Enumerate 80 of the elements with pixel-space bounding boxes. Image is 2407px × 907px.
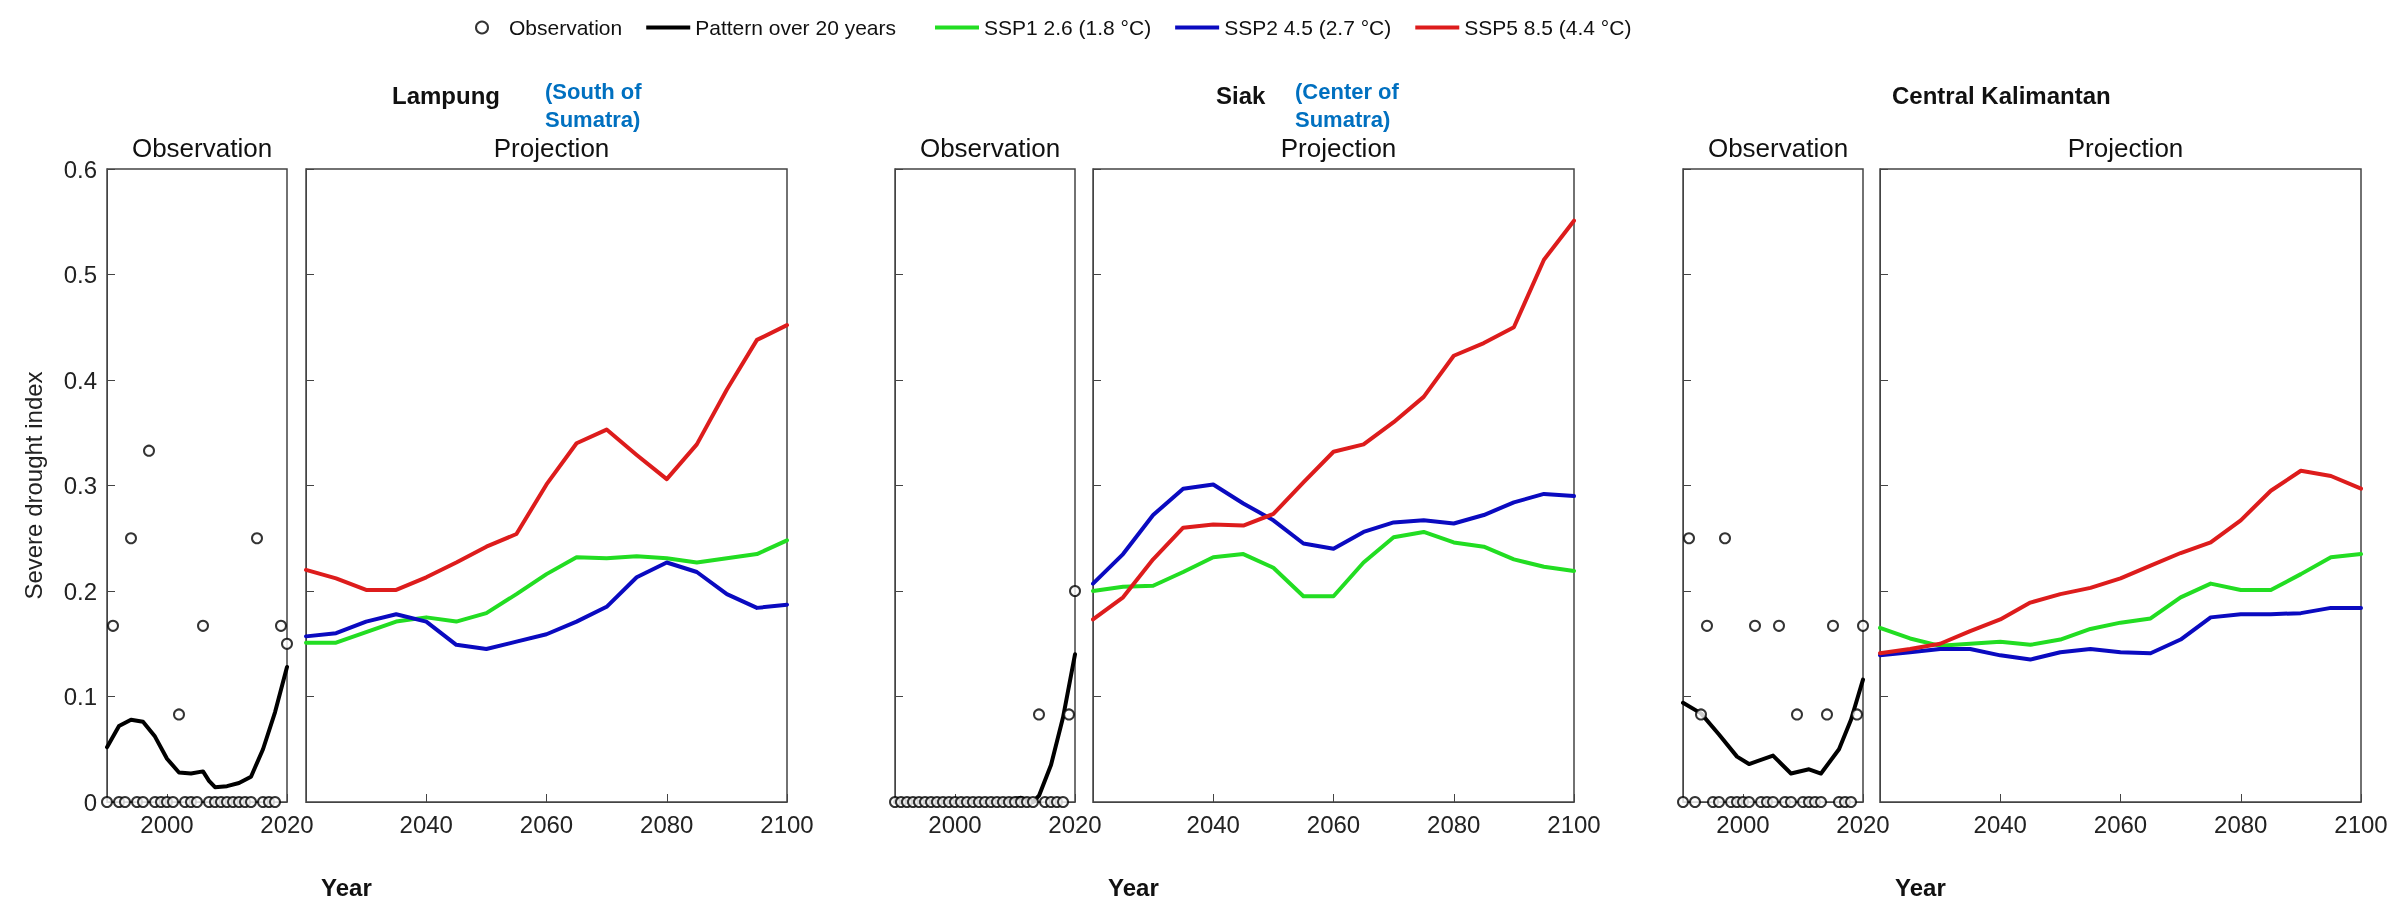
x-tick-label: 2080 (640, 810, 694, 838)
y-tick-label: 0.4 (63, 366, 97, 394)
point (1743, 796, 1755, 808)
chart-title: Observation (1707, 133, 1849, 163)
x-tick-label: 2060 (2093, 810, 2148, 838)
y-tick-label: 0.3 (63, 472, 97, 499)
point (1695, 708, 1707, 721)
point (269, 796, 281, 808)
point (1719, 532, 1731, 545)
y-tick-label: 0 (83, 788, 97, 816)
point (1785, 796, 1797, 808)
point (275, 619, 287, 632)
point (1689, 796, 1701, 808)
x-tick-label: 2000 (140, 810, 194, 838)
chart-title: Observation (131, 133, 273, 163)
y-axis-title: Severe drought index (19, 371, 47, 600)
point (1851, 708, 1863, 721)
point (281, 637, 293, 650)
point (1791, 708, 1803, 721)
point (1713, 796, 1725, 808)
x-tick-label: 2060 (519, 810, 574, 838)
legend-label: SSP1 2.6 (1.8 °C) (984, 16, 1152, 39)
chart-subtitle: (South of Sumatra) (545, 78, 648, 132)
point (1815, 796, 1827, 808)
point (101, 796, 113, 808)
point (1767, 796, 1779, 808)
x-tick-label: 2020 (260, 810, 314, 838)
point (1821, 708, 1833, 721)
y-tick-label: 0.1 (63, 683, 97, 710)
x-tick-label: 2060 (1306, 810, 1361, 838)
point (191, 796, 203, 808)
point (1701, 619, 1713, 632)
point (197, 619, 209, 632)
text: Projection (2067, 133, 2184, 163)
point (119, 796, 131, 808)
point (245, 796, 257, 808)
chart-title: Observation (919, 133, 1061, 163)
legend-label: SSP5 8.5 (4.4 °C) (1464, 16, 1632, 39)
point (1749, 619, 1761, 632)
point (167, 796, 179, 808)
legend-label: Pattern over 20 years (695, 16, 896, 39)
x-tick-label: 2000 (928, 810, 982, 838)
y-tick-label: 0.5 (63, 261, 97, 288)
x-tick-label: 2000 (1716, 810, 1770, 838)
point (251, 532, 263, 545)
text: Projection (1280, 133, 1397, 163)
point (1683, 532, 1695, 545)
x-tick-label: 2040 (399, 810, 453, 838)
point (1677, 796, 1689, 808)
x-axis-title: Year (1108, 873, 1159, 901)
x-axis-title: Year (1895, 873, 1946, 901)
x-tick-label: 2020 (1836, 810, 1890, 838)
x-tick-label: 2040 (1186, 810, 1240, 838)
y-tick-label: 0.2 (63, 577, 97, 605)
x-axis-title: Year (321, 873, 372, 901)
point (125, 532, 137, 545)
line-series (105, 664, 289, 790)
x-tick-label: 2080 (2214, 810, 2268, 838)
point (107, 619, 119, 632)
x-tick-label: 2100 (1547, 810, 1601, 838)
x-tick-label: 2020 (1048, 810, 1102, 838)
chart-title: Lampung (392, 81, 500, 109)
x-tick-label: 2100 (760, 810, 814, 838)
x-tick-label: 2040 (1973, 810, 2027, 838)
x-tick-label: 2100 (2334, 810, 2388, 838)
text: Projection (493, 133, 610, 163)
chart-title: Central Kalimantan (1892, 81, 2111, 109)
point (1845, 796, 1857, 808)
x-tick-label: 2080 (1427, 810, 1481, 838)
point (173, 708, 185, 721)
point (1857, 619, 1869, 632)
legend-label: SSP2 4.5 (2.7 °C) (1224, 16, 1392, 39)
y-tick-label: 0.6 (63, 155, 97, 183)
chart-subtitle: (Center of Sumatra) (1295, 78, 1405, 132)
point (143, 444, 155, 457)
legend-label: Observation (509, 16, 623, 39)
point (137, 796, 149, 808)
point (1773, 619, 1785, 632)
chart-title: Siak (1216, 81, 1267, 109)
point (1827, 619, 1839, 632)
